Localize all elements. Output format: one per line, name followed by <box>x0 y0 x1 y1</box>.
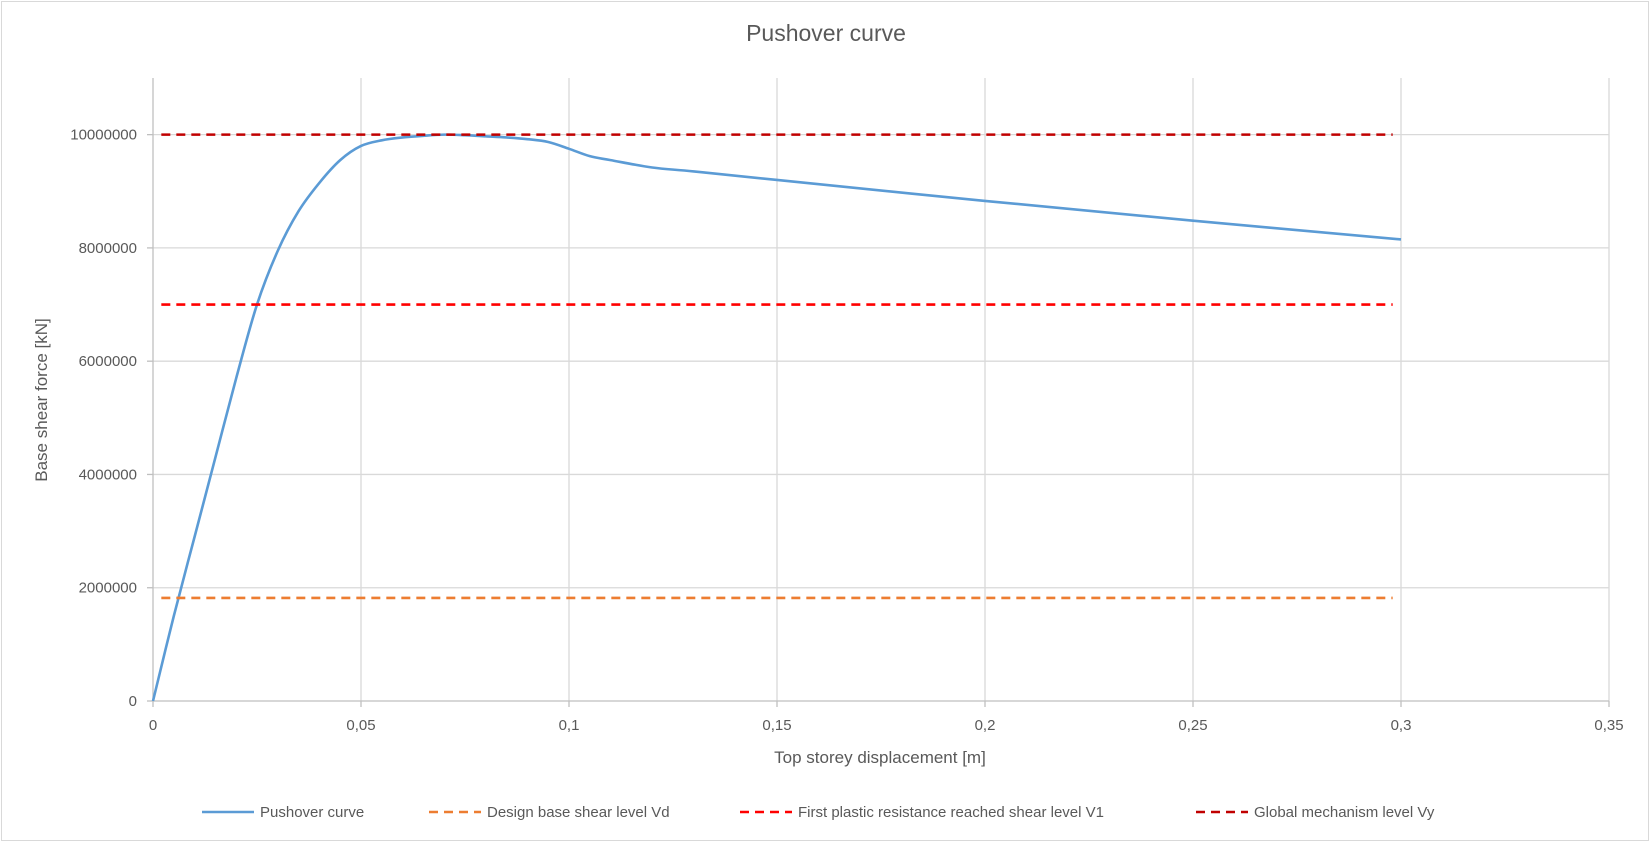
legend: Pushover curve Design base shear level Vd… <box>202 804 1435 821</box>
y-tick-label: 4000000 <box>79 466 137 483</box>
series-layer <box>151 133 1402 702</box>
series-line-1 <box>151 133 1402 702</box>
y-tick-label: 0 <box>129 693 137 710</box>
x-tick-label: 0,15 <box>762 717 791 734</box>
x-tick-label: 0,05 <box>346 717 375 734</box>
chart-title: Pushover curve <box>746 20 906 46</box>
legend-label-3: First plastic resistance reached shear l… <box>798 804 1104 821</box>
y-tick-label: 2000000 <box>79 580 137 597</box>
x-tick-label: 0,2 <box>975 717 996 734</box>
x-tick-label: 0,35 <box>1594 717 1623 734</box>
y-tick-label: 8000000 <box>79 240 137 257</box>
x-axis-title: Top storey displacement [m] <box>774 748 986 767</box>
y-axis-title: Base shear force [kN] <box>32 318 51 481</box>
axis-layer <box>147 78 1610 707</box>
legend-label-2: Design base shear level Vd <box>487 804 670 821</box>
y-tick-label: 10000000 <box>70 127 137 144</box>
x-tick-label: 0,3 <box>1391 717 1412 734</box>
x-tick-label: 0 <box>149 717 157 734</box>
x-tick-label: 0,1 <box>559 717 580 734</box>
legend-label-4: Global mechanism level Vy <box>1254 804 1435 821</box>
legend-label-1: Pushover curve <box>260 804 364 821</box>
x-tick-label: 0,25 <box>1178 717 1207 734</box>
tick-layer: 0 2000000 4000000 6000000 8000000 10000000 0 0,… <box>70 127 1623 734</box>
grid-layer <box>153 78 1610 701</box>
y-tick-label: 6000000 <box>79 353 137 370</box>
